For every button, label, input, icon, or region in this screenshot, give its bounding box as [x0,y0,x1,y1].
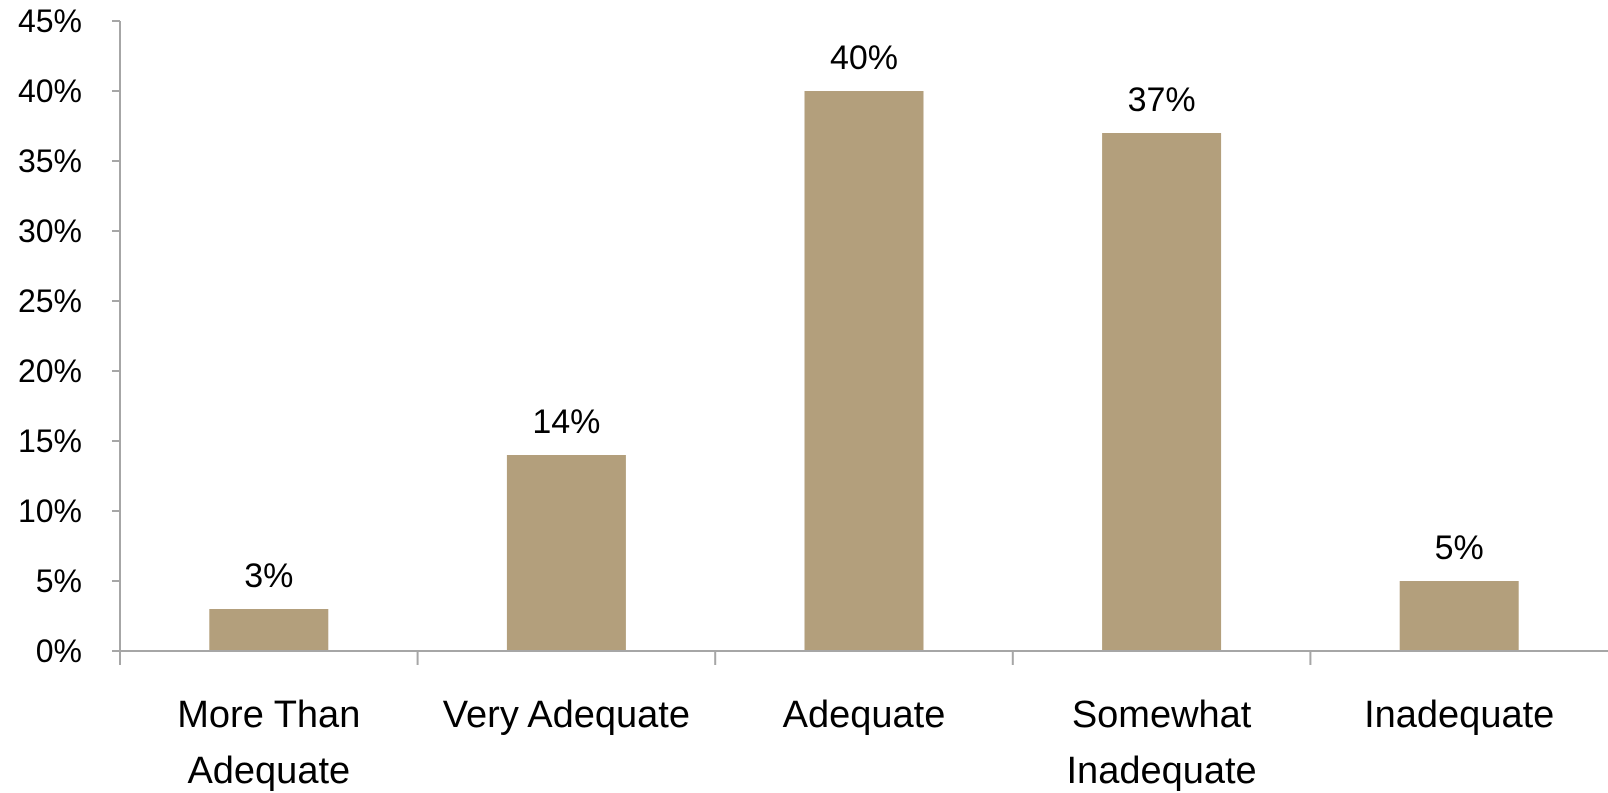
data-label: 37% [1128,81,1196,119]
y-tick-label: 10% [18,493,82,529]
bar [1399,581,1519,651]
y-tick-label: 20% [18,353,82,389]
data-labels: 3% 14% 40% 37% 5% [244,39,1484,595]
y-tick-label: 30% [18,213,82,249]
y-axis-ticks: 0% 5% 10% 15% 20% 25% 30% 35% 40% 45% [18,3,120,669]
y-tick-label: 45% [18,3,82,39]
category-label: Adequate [783,694,946,736]
category-label: More Than [177,694,360,736]
data-label: 5% [1435,529,1484,567]
data-label: 3% [244,557,293,595]
y-tick-label: 35% [18,143,82,179]
y-tick-label: 5% [36,563,82,599]
axes [119,21,1608,665]
category-label: Somewhat [1072,694,1252,736]
bar [506,455,626,651]
category-labels: More Than Adequate Very Adequate Adequate So… [177,694,1554,792]
category-label: Very Adequate [443,694,690,736]
category-label: Inadequate [1364,694,1554,736]
category-label: Inadequate [1067,750,1257,792]
data-label: 40% [830,39,898,77]
bars [209,91,1519,651]
data-label: 14% [532,403,600,441]
bar [209,609,329,651]
category-label: Adequate [187,750,350,792]
y-tick-label: 15% [18,423,82,459]
y-tick-label: 40% [18,73,82,109]
y-tick-label: 0% [36,633,82,669]
y-tick-label: 25% [18,283,82,319]
bar [1102,133,1222,651]
bar [804,91,924,651]
